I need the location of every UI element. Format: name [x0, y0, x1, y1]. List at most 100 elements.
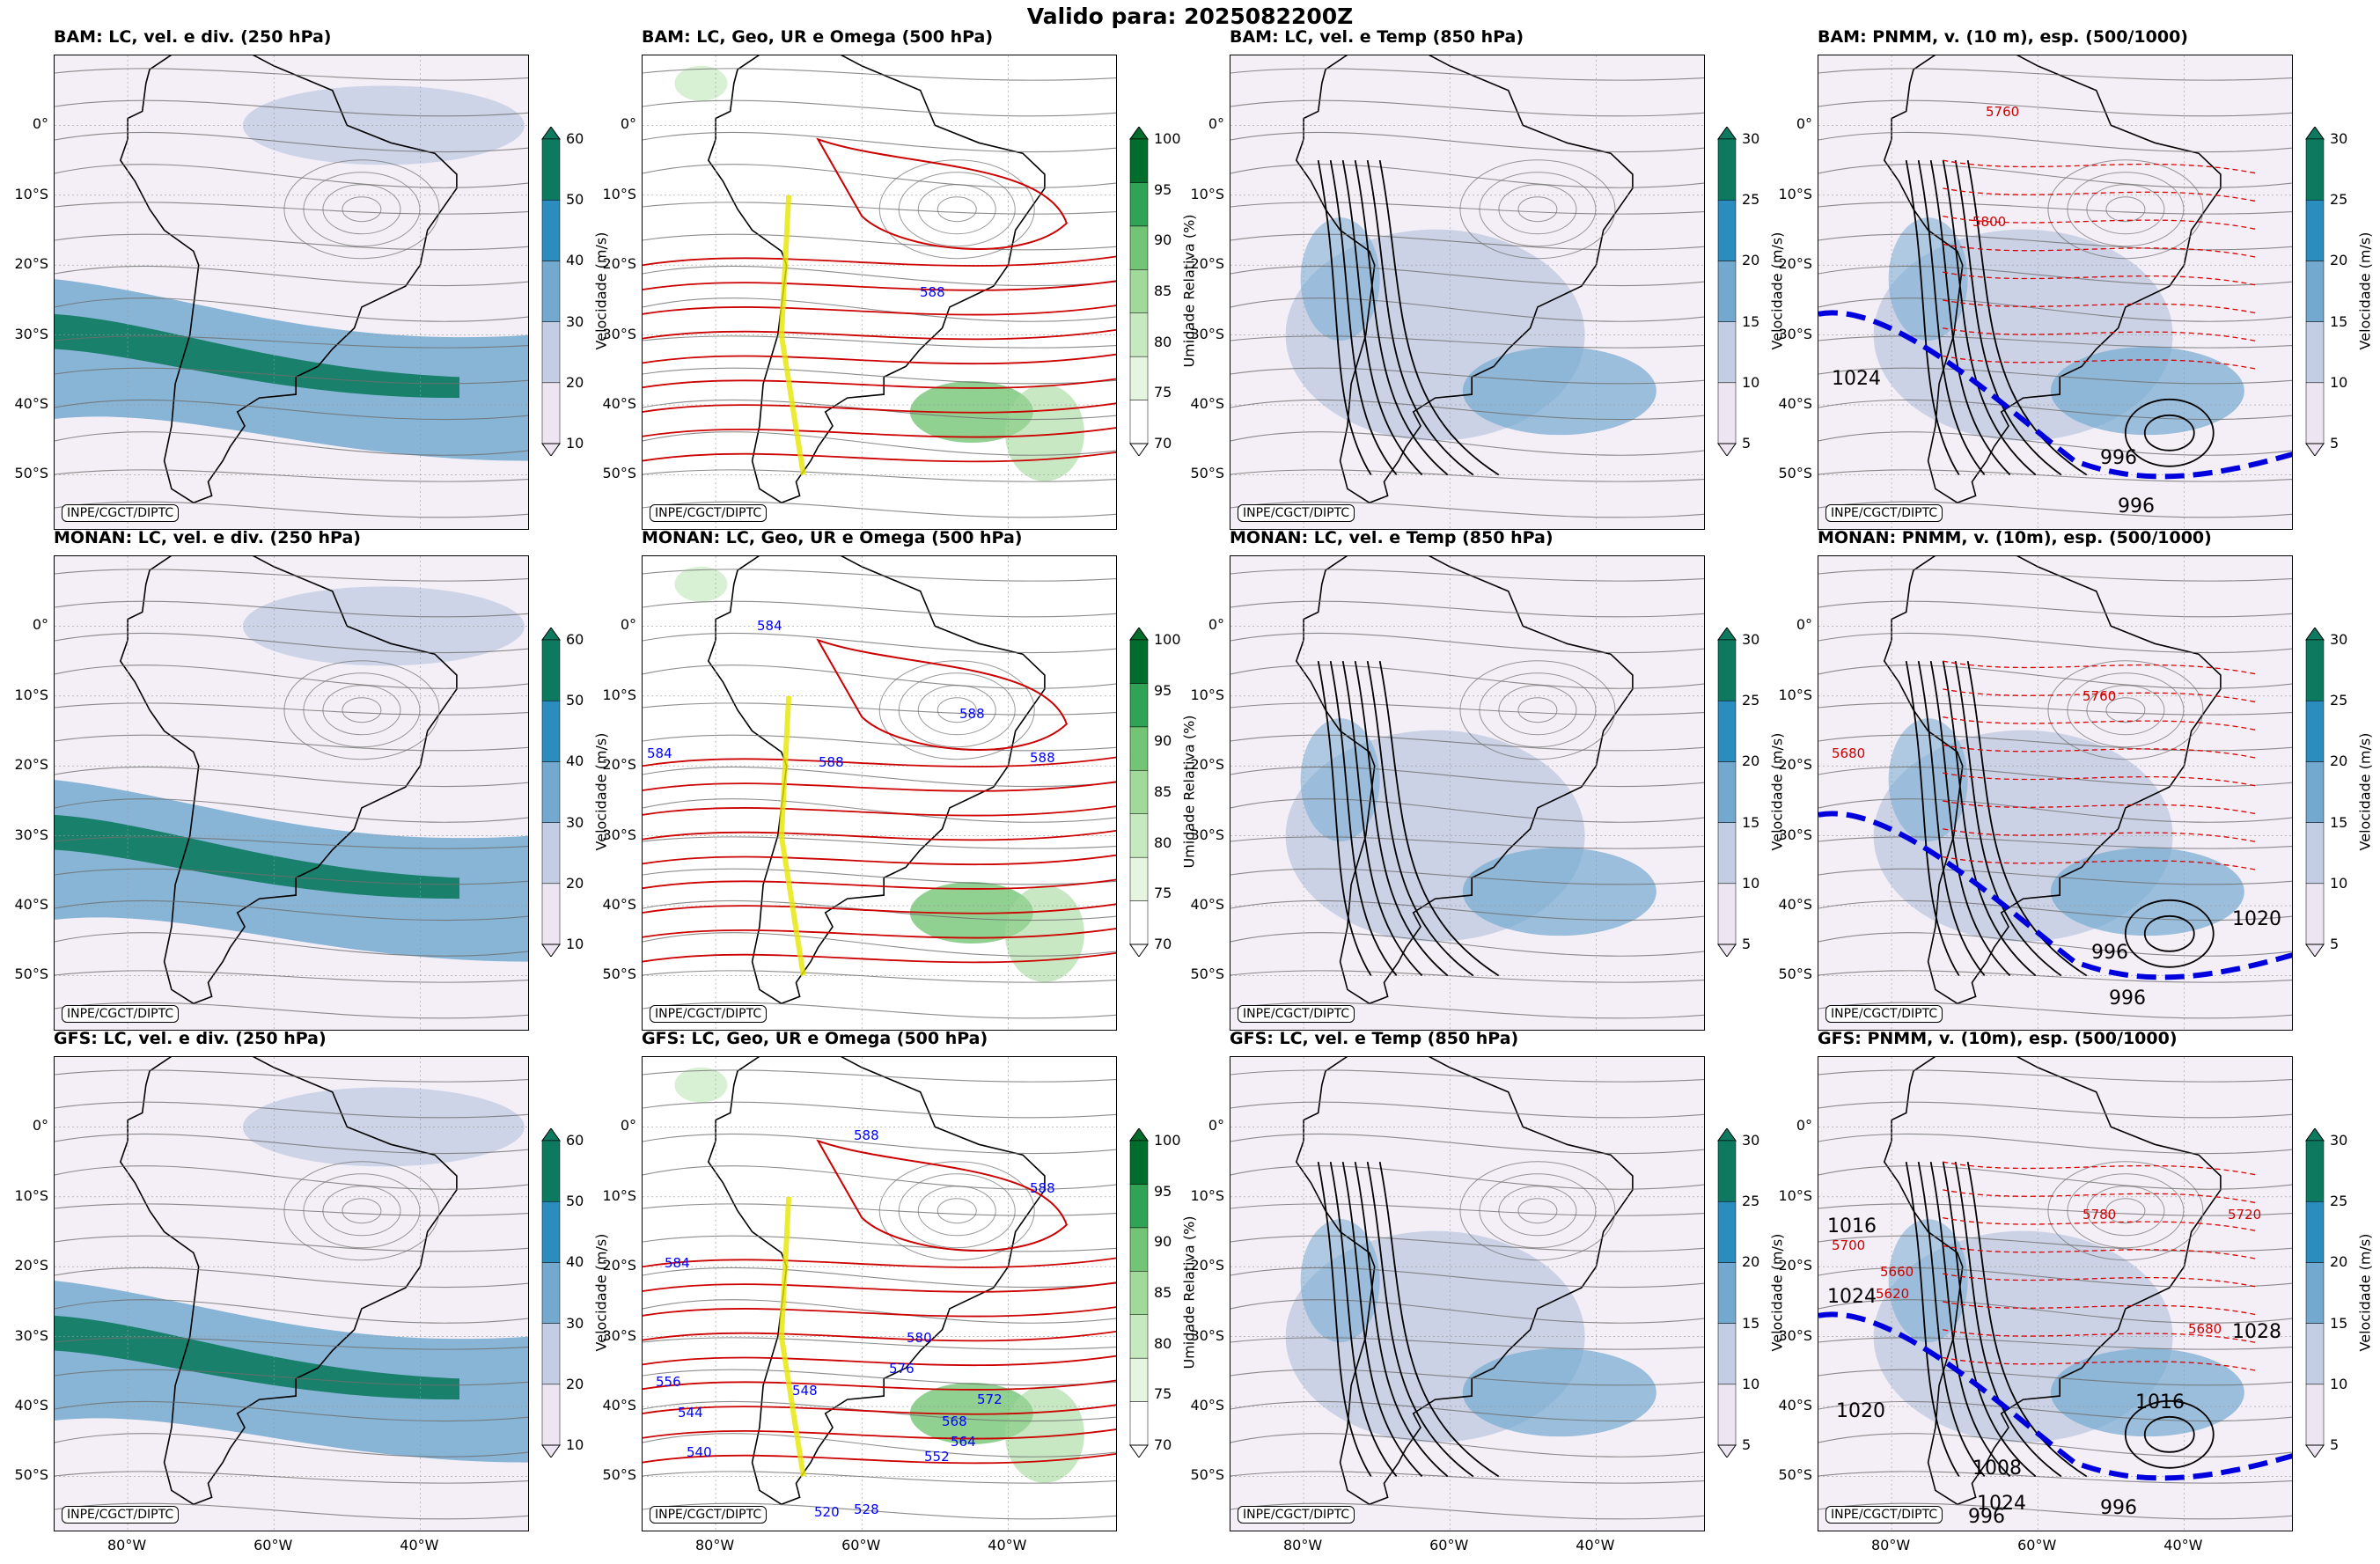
colorbar-tick: 30 [2330, 1132, 2348, 1149]
panel-gfs-2: GFS: LC, Geo, UR e Omega (500 hPa) 588 584… [602, 1029, 1197, 1553]
lat-tick-label: 20°S [14, 255, 48, 273]
map-area[interactable]: INPE/CGCT/DIPTC [54, 55, 529, 530]
lon-tick-label: 60°W [253, 1537, 293, 1553]
lat-tick-label: 20°S [602, 255, 636, 273]
map-area[interactable]: 1024 996 996 5760 5800 INPE/CGCT/DIPTC [1818, 55, 2293, 530]
lon-tick-label: 60°W [1429, 1537, 1469, 1553]
colorbar-tick: 20 [566, 1375, 584, 1392]
colorbar-tick: 100 [1154, 1132, 1181, 1149]
map-area[interactable]: 588 584 588 580 576 572 568 564 552 548 544 540 556 5… [642, 1056, 1117, 1531]
contour-label: 996 [2118, 496, 2155, 518]
colorbar-tick: 10 [1742, 373, 1760, 391]
colorbar-vel850 [1716, 628, 1737, 957]
colorbar-tick: 60 [566, 631, 584, 648]
lon-tick-label: 80°W [1282, 1537, 1323, 1553]
contour-label: 996 [1968, 1506, 2005, 1528]
colorbar-tick: 15 [1742, 312, 1760, 330]
contour-label: 552 [924, 1449, 950, 1465]
contour-label: 1028 [2232, 1321, 2281, 1343]
credit-label: INPE/CGCT/DIPTC [62, 1506, 180, 1524]
lat-tick-label: 30°S [1190, 826, 1224, 843]
map-area[interactable]: INPE/CGCT/DIPTC [1230, 1056, 1705, 1531]
colorbar-tick: 90 [1154, 732, 1172, 750]
map-svg [1230, 55, 1704, 529]
contour-label: 5720 [2228, 1207, 2262, 1223]
lat-tick-label: 0° [32, 1117, 48, 1134]
lat-tick-label: 10°S [1190, 1186, 1224, 1204]
lat-tick-label: 10°S [1778, 686, 1812, 703]
colorbar-tick: 95 [1154, 180, 1172, 198]
lat-tick-label: 40°S [602, 896, 636, 914]
lat-tick-label: 20°S [602, 756, 636, 774]
colorbar-tick: 20 [566, 874, 584, 892]
lat-tick-label: 0° [32, 616, 48, 634]
lat-tick-label: 10°S [602, 1186, 636, 1204]
map-area[interactable]: INPE/CGCT/DIPTC [1230, 55, 1705, 530]
lat-tick-label: 50°S [602, 465, 636, 482]
contour-label: 1016 [1827, 1215, 1877, 1237]
colorbar-label: Umidade Relativa (%) [1180, 214, 1198, 368]
contour-label: 580 [907, 1330, 932, 1346]
contour-label: 1016 [2135, 1391, 2185, 1413]
map-svg [55, 55, 528, 529]
lat-tick-label: 30°S [1190, 1326, 1224, 1344]
colorbar-tick: 85 [1154, 283, 1172, 299]
lat-tick-label: 0° [620, 115, 636, 133]
lat-tick-label: 30°S [1778, 1326, 1812, 1344]
lon-tick-label: 80°W [1870, 1537, 1911, 1553]
lat-tick-label: 30°S [14, 325, 48, 342]
map-area[interactable]: INPE/CGCT/DIPTC [54, 1056, 529, 1531]
contour-label: 5660 [1880, 1264, 1914, 1280]
map-area[interactable]: INPE/CGCT/DIPTC [54, 555, 529, 1031]
panel-title: BAM: LC, Geo, UR e Omega (500 hPa) [642, 27, 994, 47]
map-area[interactable]: 584 588 584 588 588 INPE/CGCT/DIPTC [642, 555, 1117, 1031]
lat-tick-label: 30°S [602, 826, 636, 843]
contour-label: 5780 [2082, 1207, 2117, 1223]
lat-tick-label: 50°S [14, 465, 48, 482]
lat-tick-label: 30°S [1778, 325, 1812, 342]
map-svg [55, 1057, 528, 1531]
lat-tick-label: 20°S [1778, 756, 1812, 774]
lat-tick-label: 40°S [14, 1397, 48, 1414]
colorbar-tick: 85 [1154, 783, 1172, 800]
lat-tick-label: 20°S [14, 756, 48, 774]
contour-label: 1008 [1972, 1458, 2022, 1480]
map-area[interactable]: 588 INPE/CGCT/DIPTC [642, 55, 1117, 530]
colorbar-label: Umidade Relativa (%) [1180, 715, 1198, 869]
map-area[interactable]: INPE/CGCT/DIPTC [1230, 555, 1705, 1031]
colorbar-tick: 20 [1742, 753, 1760, 770]
colorbar-vel10 [2304, 127, 2325, 456]
lat-tick-label: 0° [1796, 616, 1812, 634]
lon-tick-label: 60°W [2017, 1537, 2057, 1553]
contour-label: 548 [792, 1383, 818, 1399]
lat-tick-label: 30°S [14, 826, 48, 843]
lat-tick-label: 0° [1796, 1117, 1812, 1134]
colorbar-tick: 25 [1742, 191, 1760, 209]
credit-label: INPE/CGCT/DIPTC [62, 1005, 180, 1023]
contour-label: 5800 [1972, 214, 2007, 230]
colorbar-tick: 80 [1154, 333, 1172, 350]
map-svg [1818, 1057, 2292, 1531]
colorbar-tick: 30 [1742, 1132, 1760, 1149]
map-area[interactable]: 1016 1024 1020 996 996 1016 1028 5720 5700 5660 56… [1818, 1056, 2293, 1531]
map-area[interactable]: 5680 996 996 1020 5760 INPE/CGCT/DIPTC [1818, 555, 2293, 1031]
figure-title: Valido para: 2025082200Z [1026, 4, 1354, 29]
lat-tick-label: 10°S [14, 686, 48, 703]
colorbar-tick: 30 [2330, 631, 2348, 648]
colorbar-tick: 30 [2330, 130, 2348, 147]
credit-label: INPE/CGCT/DIPTC [1238, 1005, 1355, 1023]
lat-tick-label: 40°S [14, 896, 48, 914]
lon-tick-label: 80°W [107, 1537, 147, 1553]
colorbar-label: Velocidade (m/s) [2356, 1233, 2374, 1352]
lat-tick-label: 40°S [1190, 896, 1224, 914]
map-svg [1818, 556, 2292, 1030]
lat-tick-label: 10°S [602, 185, 636, 202]
colorbar-tick: 20 [566, 373, 584, 391]
lat-tick-label: 0° [32, 115, 48, 133]
colorbar-ur500 [1128, 1128, 1150, 1458]
colorbar-tick: 10 [1742, 874, 1760, 892]
colorbar-tick: 60 [566, 130, 584, 147]
contour-label: 564 [951, 1434, 976, 1450]
panel-bam-2: BAM: LC, Geo, UR e Omega (500 hPa) 588 INP… [602, 27, 1198, 530]
contour-label: 584 [665, 1255, 690, 1271]
